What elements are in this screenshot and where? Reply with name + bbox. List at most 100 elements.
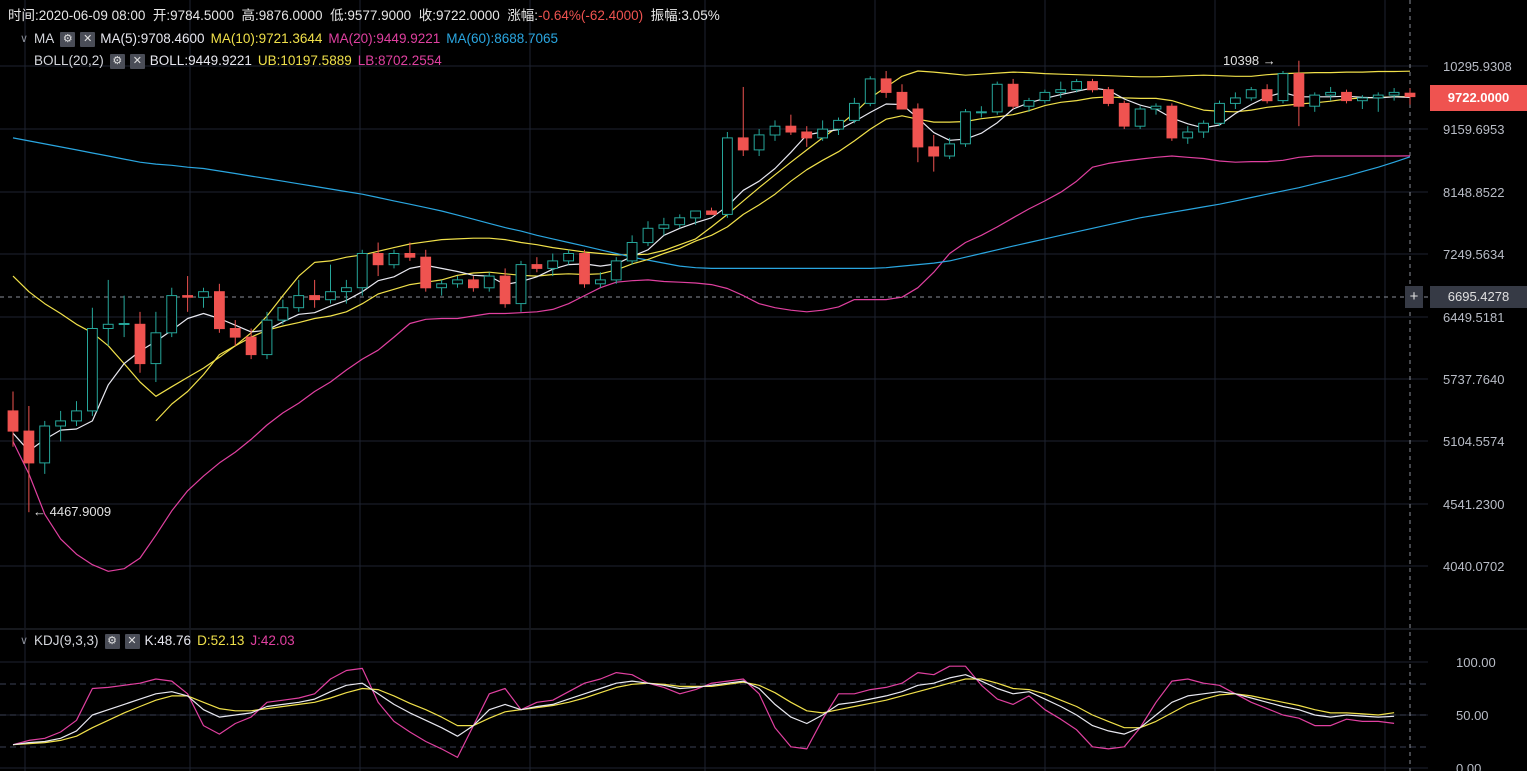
- candle-body: [1341, 91, 1352, 102]
- kdj-d-line: [12, 678, 1395, 746]
- candle-body: [134, 323, 146, 365]
- candle-body: [1357, 97, 1368, 102]
- candle-body: [1309, 94, 1321, 107]
- candle-body: [515, 264, 527, 305]
- chevron-down-icon[interactable]: ∨: [20, 635, 29, 647]
- high-value: 9876.0000: [258, 8, 323, 23]
- kdj-j-line: [12, 665, 1395, 759]
- price-tick-label: 6449.5181: [1443, 310, 1504, 325]
- candle-body: [1071, 81, 1082, 91]
- candle-body: [1055, 89, 1067, 93]
- ma60-line: [12, 137, 1411, 269]
- candle-body: [976, 111, 987, 114]
- boll-upper-line: [12, 70, 1411, 397]
- price-tick-label: 4040.0702: [1443, 559, 1504, 574]
- candle-body: [1261, 89, 1273, 102]
- price-tick-label: 9159.6953: [1443, 122, 1504, 137]
- plus-icon[interactable]: +: [1405, 286, 1423, 308]
- gear-icon[interactable]: ⚙: [104, 633, 120, 649]
- price-tick-label: 5104.5574: [1443, 434, 1504, 449]
- candle-body: [1007, 83, 1019, 107]
- candle-body: [849, 102, 860, 121]
- amplitude-value: 3.05%: [681, 8, 720, 23]
- boll-ub-value: UB:10197.5889: [257, 53, 352, 68]
- kdj-d-value: D:52.13: [197, 633, 245, 648]
- candle-body: [1039, 91, 1051, 102]
- candle-body: [896, 91, 908, 110]
- ma60-value: MA(60):8688.7065: [446, 31, 559, 46]
- crosshair-price-badge: 6695.4278: [1430, 286, 1527, 308]
- candle-body: [722, 137, 733, 215]
- candle-body: [150, 332, 162, 365]
- candle-body: [214, 291, 225, 330]
- candle-body: [785, 125, 797, 133]
- candle-body: [737, 137, 749, 151]
- candle-body: [674, 217, 686, 226]
- kdj-legend: ∨ KDJ(9,3,3) ⚙ ✕ K:48.76 D:52.13 J:42.03: [20, 632, 295, 650]
- chevron-down-icon[interactable]: ∨: [20, 33, 29, 45]
- close-icon[interactable]: ✕: [129, 53, 145, 69]
- candle-body: [769, 125, 781, 136]
- candle-body: [1134, 108, 1146, 127]
- candle-body: [71, 410, 82, 422]
- candle-body: [928, 146, 940, 157]
- price-tick-label: 5737.7640: [1443, 372, 1504, 387]
- candle-body: [341, 287, 352, 293]
- close-icon[interactable]: ✕: [124, 633, 140, 649]
- ma10-value: MA(10):9721.3644: [210, 31, 323, 46]
- candle-body: [991, 83, 1003, 113]
- candle-body: [452, 279, 463, 285]
- price-tick-label: 8148.8522: [1443, 185, 1504, 200]
- candle-body: [690, 210, 702, 219]
- gear-icon[interactable]: ⚙: [109, 53, 125, 69]
- ma-name: MA: [34, 31, 55, 46]
- close-value: 9722.0000: [435, 8, 500, 23]
- candle-body: [118, 323, 130, 325]
- candle-body: [198, 291, 209, 298]
- candle-body: [801, 131, 813, 139]
- candle-body: [356, 253, 368, 289]
- price-tick-label: 10295.9308: [1443, 59, 1512, 74]
- candle-body: [468, 279, 479, 289]
- change-value: -0.64%(-62.4000): [538, 8, 644, 23]
- candle-body: [610, 260, 622, 281]
- candle-body: [388, 253, 400, 266]
- kdj-tick-label: 0.00: [1456, 761, 1481, 771]
- kdj-j-value: J:42.03: [250, 633, 295, 648]
- candle-body: [1087, 81, 1098, 91]
- kdj-k-value: K:48.76: [144, 633, 192, 648]
- candle-body: [23, 430, 35, 464]
- candle-body: [166, 295, 178, 334]
- boll-name: BOLL(20,2): [34, 53, 104, 68]
- candle-body: [817, 128, 829, 139]
- ma-legend: ∨ MA ⚙ ✕ MA(5):9708.4600 MA(10):9721.364…: [20, 30, 558, 48]
- candle-body: [753, 134, 765, 151]
- price-tick-label: 7249.5634: [1443, 247, 1504, 262]
- candle-body: [39, 425, 51, 464]
- candle-body: [833, 119, 844, 130]
- gear-icon[interactable]: ⚙: [60, 31, 76, 47]
- candle-body: [1118, 102, 1130, 127]
- candle-body: [1245, 89, 1257, 99]
- kdj-tick-label: 100.00: [1456, 655, 1496, 670]
- candle-body: [499, 275, 511, 305]
- candle-body: [277, 307, 289, 321]
- candle-body: [372, 253, 384, 266]
- kdj-k-line: [12, 674, 1395, 746]
- candle-body: [1198, 122, 1209, 133]
- candle-body: [404, 253, 416, 258]
- open-value: 9784.5000: [170, 8, 234, 23]
- candle-body: [1103, 89, 1114, 104]
- candle-body: [1372, 94, 1384, 99]
- candle-body: [563, 253, 575, 262]
- high-marker: 10398 →: [1223, 53, 1276, 68]
- candle-body: [1277, 73, 1289, 102]
- low-value: 9577.9000: [347, 8, 412, 23]
- close-icon[interactable]: ✕: [80, 31, 96, 47]
- candle-body: [579, 253, 590, 285]
- candle-body: [1325, 91, 1336, 96]
- candle-body: [880, 78, 892, 93]
- boll-value: BOLL:9449.9221: [149, 53, 252, 68]
- candle-body: [55, 420, 67, 427]
